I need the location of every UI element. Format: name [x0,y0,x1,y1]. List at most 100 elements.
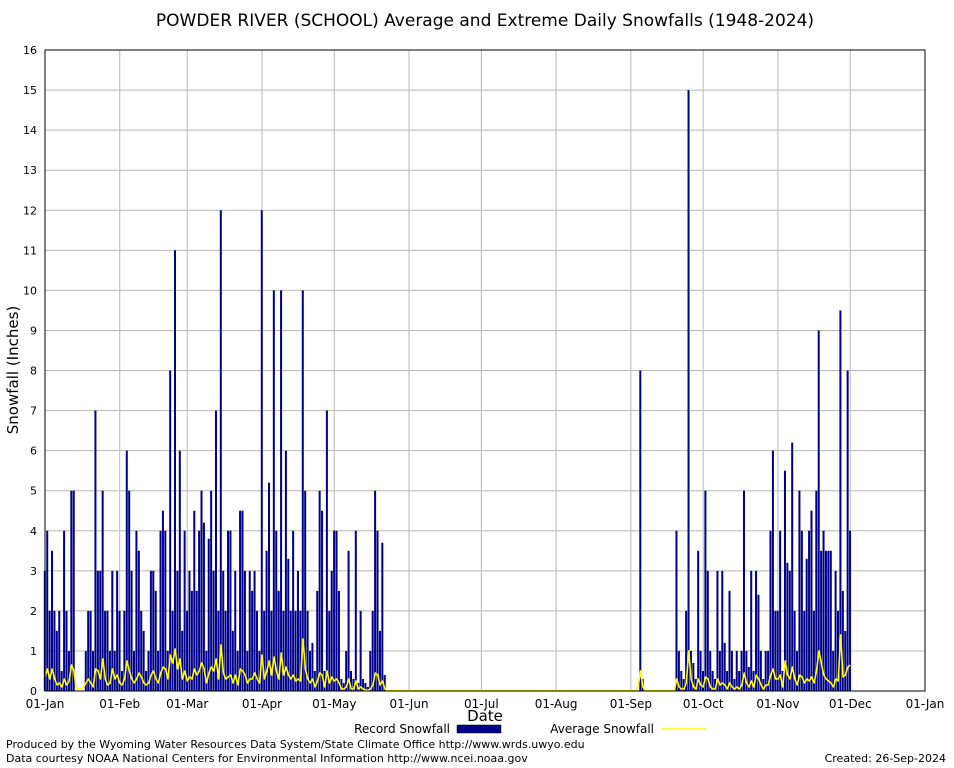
record-snowfall-bar [376,530,379,691]
record-snowfall-bar [342,682,345,691]
record-snowfall-bar [381,542,384,691]
record-snowfall-bar [745,650,748,691]
record-snowfall-bar [280,290,283,691]
record-snowfall-bar [229,530,232,691]
y-tick-label: 14 [23,124,37,137]
record-snowfall-bar [769,530,772,691]
record-snowfall-bar [762,678,765,691]
legend-record-swatch [456,724,502,734]
record-snowfall-bar [142,630,145,691]
record-snowfall-bar [786,562,789,691]
record-snowfall-bar [714,678,717,691]
record-snowfall-bar [374,490,377,691]
record-snowfall-bar [704,490,707,691]
record-snowfall-bar [354,530,357,691]
y-tick-label: 9 [30,324,37,337]
footer-produced-by: Produced by the Wyoming Water Resources … [6,738,585,751]
record-snowfall-bar [742,490,745,691]
record-snowfall-bar [323,670,326,691]
record-snowfall-bar [783,470,786,691]
record-snowfall-bar [275,530,278,691]
record-snowfall-bar [755,570,758,691]
record-snowfall-bar [837,610,840,691]
record-snowfall-bar [227,530,230,691]
record-snowfall-bar [239,510,242,691]
record-snowfall-bar [55,630,58,691]
record-snowfall-bar [846,370,849,691]
record-snowfall-bar [116,570,119,691]
record-snowfall-bar [680,670,683,691]
record-snowfall-bar [51,550,54,691]
x-tick-label: 01-Apr [242,697,282,711]
record-snowfall-bar [718,650,721,691]
record-snowfall-bar [335,530,338,691]
record-snowfall-bar [219,210,222,691]
record-snowfall-bar [135,530,138,691]
record-snowfall-bar [369,650,372,691]
record-snowfall-bar [60,670,63,691]
record-snowfall-bar [282,610,285,691]
record-snowfall-bar [164,530,167,691]
record-snowfall-bar [791,442,794,691]
record-snowfall-bar [730,650,733,691]
record-snowfall-bar [263,610,266,691]
record-snowfall-bar [106,610,109,691]
record-snowfall-bar [721,570,724,691]
y-tick-label: 13 [23,164,37,177]
record-snowfall-bar [776,610,779,691]
average-snowfall-line [44,638,388,692]
record-snowfall-bar [692,662,695,691]
record-snowfall-bar [347,550,350,691]
record-snowfall-bar [723,642,726,691]
record-snowfall-bar [289,610,292,691]
record-snowfall-bar [113,650,116,691]
record-snowfall-bar [65,610,68,691]
record-snowfall-bar [224,610,227,691]
record-snowfall-bar [832,650,835,691]
record-snowfall-bar [277,590,280,691]
record-snowfall-bar [231,630,234,691]
record-snowfall-bar [70,490,73,691]
record-snowfall-bar [99,570,102,691]
record-snowfall-bar [63,530,66,691]
record-snowfall-bar [694,678,697,691]
record-snowfall-bar [159,530,162,691]
record-snowfall-bar [258,650,261,691]
record-snowfall-bar [299,610,302,691]
y-axis-label: Snowfall (Inches) [4,306,22,434]
record-snowfall-bar [824,550,827,691]
record-snowfall-bar [236,650,239,691]
record-snowfall-bar [844,630,847,691]
record-snowfall-bar [234,570,237,691]
record-snowfall-bar [371,610,374,691]
record-snowfall-bar [248,570,251,691]
record-snowfall-bar [366,686,369,691]
record-snowfall-bar [771,450,774,691]
record-snowfall-bar [243,570,246,691]
record-snowfall-bar [178,450,181,691]
record-snowfall-bar [639,370,642,691]
record-snowfall-bar [333,530,336,691]
record-snowfall-bar [87,610,90,691]
record-snowfall-bar [750,570,753,691]
record-snowfall-bar [752,670,755,691]
record-snowfall-bar [726,670,729,691]
record-snowfall-bar [841,590,844,691]
record-snowfall-bar [685,610,688,691]
record-snowfall-bar [157,650,160,691]
x-tick-label: 01-Dec [829,697,872,711]
record-snowfall-bar [260,210,263,691]
y-tick-label: 7 [30,405,37,418]
average-snowfall-line [673,634,851,692]
record-snowfall-bar [183,530,186,691]
record-snowfall-bar [253,570,256,691]
y-tick-label: 12 [23,204,37,217]
record-snowfall-bar [123,610,126,691]
record-snowfall-bar [294,610,297,691]
record-snowfall-bar [108,650,111,691]
record-snowfall-bar [325,410,328,691]
record-snowfall-bar [808,530,811,691]
record-snowfall-bar [364,682,367,691]
